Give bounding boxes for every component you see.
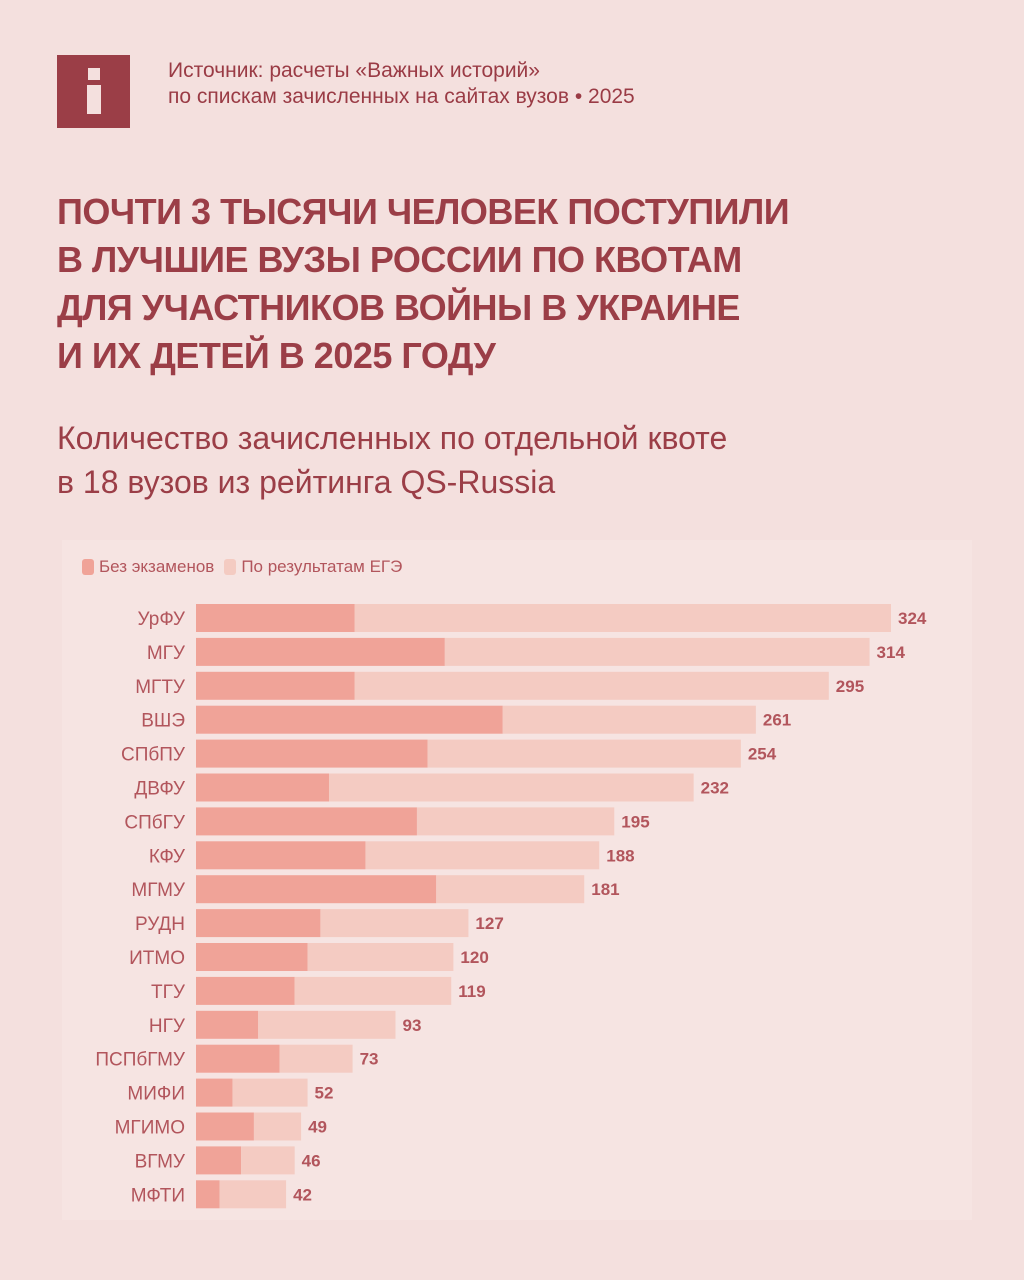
info-i-icon xyxy=(88,68,100,80)
bar-ege xyxy=(253,1112,302,1141)
bar-ege xyxy=(279,1044,353,1073)
bar-no-exam xyxy=(196,604,355,632)
category-label: ТГУ xyxy=(151,982,186,1003)
category-label: СПбГУ xyxy=(124,812,186,833)
bar-no-exam xyxy=(196,875,437,904)
category-label: МГИМО xyxy=(115,1118,185,1139)
bar-ege xyxy=(354,671,829,700)
value-label: 254 xyxy=(748,745,777,764)
value-label: 232 xyxy=(701,779,729,798)
legend: Без экзаменов По результатам ЕГЭ xyxy=(82,557,412,577)
value-label: 295 xyxy=(836,677,864,696)
legend-label-no-exam: Без экзаменов xyxy=(99,557,215,576)
bar-ege xyxy=(354,604,891,632)
bar-no-exam xyxy=(196,705,503,734)
category-label: РУДН xyxy=(135,914,185,935)
category-label: ВШЭ xyxy=(141,711,185,732)
bar-no-exam xyxy=(196,773,329,802)
source-note: Источник: расчеты «Важных историй» по сп… xyxy=(168,59,635,108)
category-label: ДВФУ xyxy=(134,779,186,800)
bar-ege xyxy=(328,773,694,802)
value-label: 324 xyxy=(898,609,927,628)
logo xyxy=(57,55,130,128)
value-label: 127 xyxy=(475,914,503,933)
category-label: КФУ xyxy=(149,846,186,867)
category-label: ПСПбГМУ xyxy=(95,1050,186,1071)
bar-no-exam xyxy=(196,1112,254,1141)
bar-ege xyxy=(502,705,756,734)
category-label: МФТИ xyxy=(131,1185,185,1206)
bar-no-exam xyxy=(196,1010,259,1039)
bar-no-exam xyxy=(196,739,428,768)
bar-no-exam xyxy=(196,1078,233,1107)
value-label: 314 xyxy=(877,643,906,662)
bar-ege xyxy=(416,807,615,836)
bar-ege xyxy=(307,943,454,971)
bar-no-exam xyxy=(196,807,417,836)
category-label: МГМУ xyxy=(131,880,186,901)
bar-ege xyxy=(427,739,741,768)
value-label: 42 xyxy=(293,1185,312,1204)
value-label: 195 xyxy=(621,812,649,831)
value-label: 73 xyxy=(360,1050,379,1069)
bar-no-exam xyxy=(196,1146,242,1175)
bar-no-exam xyxy=(196,671,355,700)
value-label: 52 xyxy=(315,1084,334,1103)
category-label: ВГМУ xyxy=(135,1151,186,1172)
chart-subtitle: Количество зачисленных по отдельной квот… xyxy=(57,420,728,500)
category-label: МГТУ xyxy=(135,677,186,698)
bar-no-exam xyxy=(196,976,295,1005)
value-label: 261 xyxy=(763,711,791,730)
bar-ege xyxy=(365,841,600,870)
value-label: 188 xyxy=(606,846,634,865)
value-label: 49 xyxy=(308,1118,327,1137)
bar-ege xyxy=(219,1180,287,1209)
bar-no-exam xyxy=(196,1044,280,1073)
bar-no-exam xyxy=(196,943,308,971)
bar-no-exam xyxy=(196,909,321,938)
bar-no-exam xyxy=(196,841,366,870)
bar-ege xyxy=(444,637,870,666)
page-title: Почти 3 тысячи человек поступили в лучши… xyxy=(57,191,790,376)
category-label: НГУ xyxy=(149,1016,186,1037)
category-label: ИТМО xyxy=(129,948,185,969)
bar-ege xyxy=(258,1010,396,1039)
bar-ege xyxy=(232,1078,308,1107)
value-label: 120 xyxy=(460,948,488,967)
legend-label-ege: По результатам ЕГЭ xyxy=(241,557,403,576)
legend-swatch-ege xyxy=(224,559,237,575)
bar-no-exam xyxy=(196,637,445,666)
legend-swatch-no-exam xyxy=(82,559,94,575)
value-label: 119 xyxy=(458,982,485,1001)
value-label: 46 xyxy=(302,1151,321,1170)
category-label: СПбПУ xyxy=(121,745,186,766)
bar-ege xyxy=(241,1146,295,1175)
bar-ege xyxy=(294,976,452,1005)
category-label: МГУ xyxy=(147,643,186,664)
bar-no-exam xyxy=(196,1180,220,1209)
category-label: МИФИ xyxy=(127,1084,185,1105)
category-label: УрФУ xyxy=(138,609,186,630)
value-label: 93 xyxy=(402,1016,421,1035)
bar-ege xyxy=(436,875,585,904)
value-label: 181 xyxy=(591,880,619,899)
bar-ege xyxy=(320,909,469,938)
